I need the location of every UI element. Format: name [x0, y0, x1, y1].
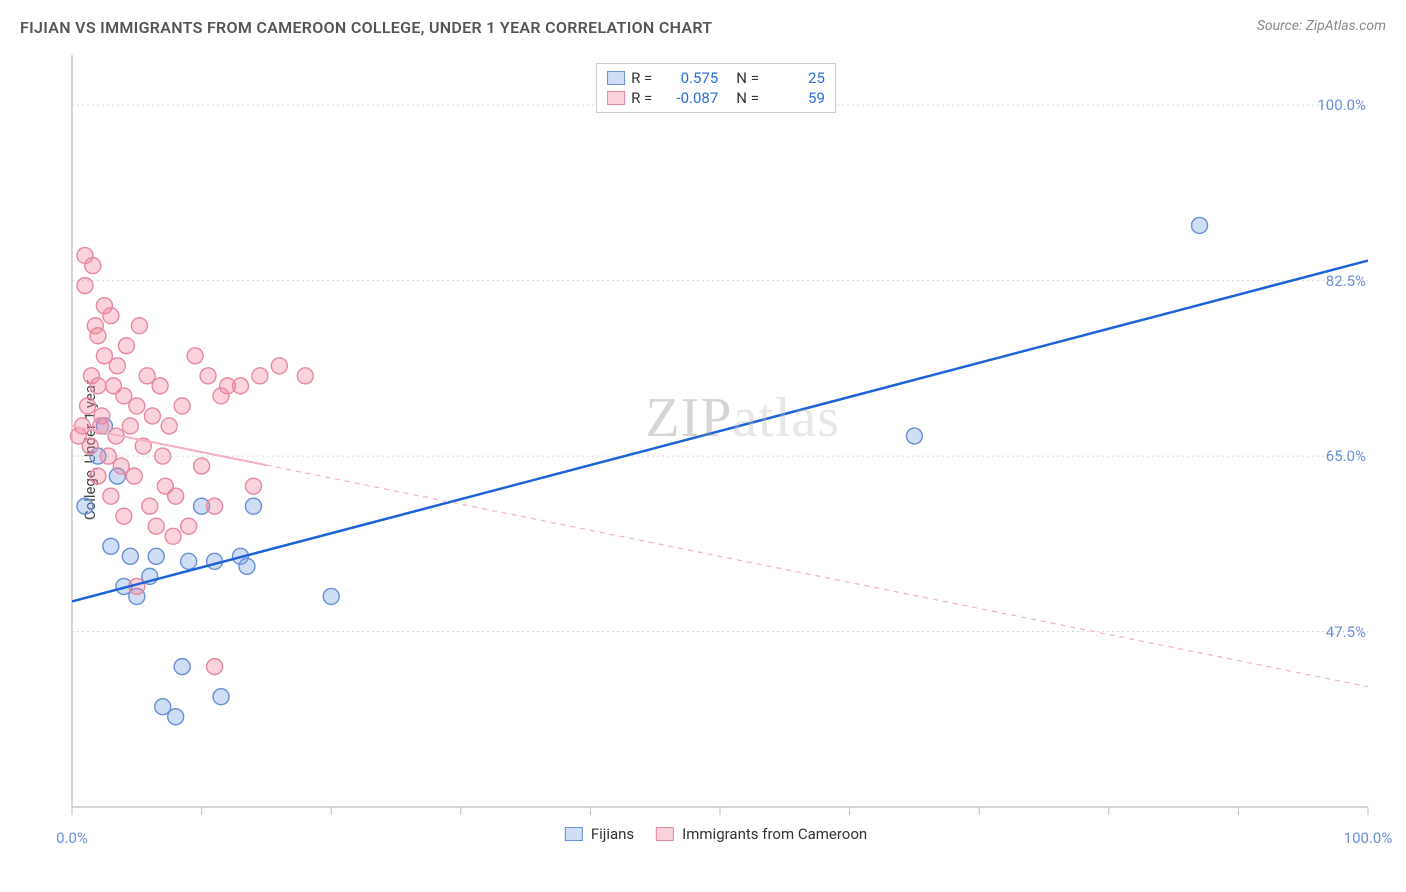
- legend-swatch: [607, 91, 625, 105]
- r-value: -0.087: [658, 89, 718, 107]
- r-label: R =: [631, 89, 652, 107]
- y-tick-label: 65.0%: [1326, 447, 1366, 465]
- y-tick-label: 47.5%: [1326, 623, 1366, 641]
- legend-swatch: [656, 827, 674, 841]
- n-label: N =: [724, 69, 759, 87]
- series-name: Fijians: [591, 825, 634, 843]
- n-value: 59: [765, 89, 825, 107]
- y-tick-label: 100.0%: [1317, 96, 1366, 114]
- x-tick-label: 100.0%: [1344, 829, 1393, 847]
- legend-swatch: [607, 71, 625, 85]
- chart-container: College, Under 1 year ZIPatlas 47.5%65.0…: [48, 55, 1384, 845]
- series-legend: Fijians Immigrants from Cameroon: [565, 825, 867, 843]
- series-name: Immigrants from Cameroon: [682, 825, 867, 843]
- y-tick-label: 82.5%: [1326, 272, 1366, 290]
- scatter-plot: [48, 55, 1384, 845]
- legend-swatch: [565, 827, 583, 841]
- n-value: 25: [765, 69, 825, 87]
- n-label: N =: [724, 89, 759, 107]
- chart-title: FIJIAN VS IMMIGRANTS FROM CAMEROON COLLE…: [20, 18, 712, 37]
- source-label: Source: ZipAtlas.com: [1257, 18, 1386, 34]
- r-value: 0.575: [658, 69, 718, 87]
- correlation-legend: R = 0.575 N = 25 R = -0.087 N = 59: [596, 63, 836, 113]
- r-label: R =: [631, 69, 652, 87]
- x-tick-label: 0.0%: [56, 829, 88, 847]
